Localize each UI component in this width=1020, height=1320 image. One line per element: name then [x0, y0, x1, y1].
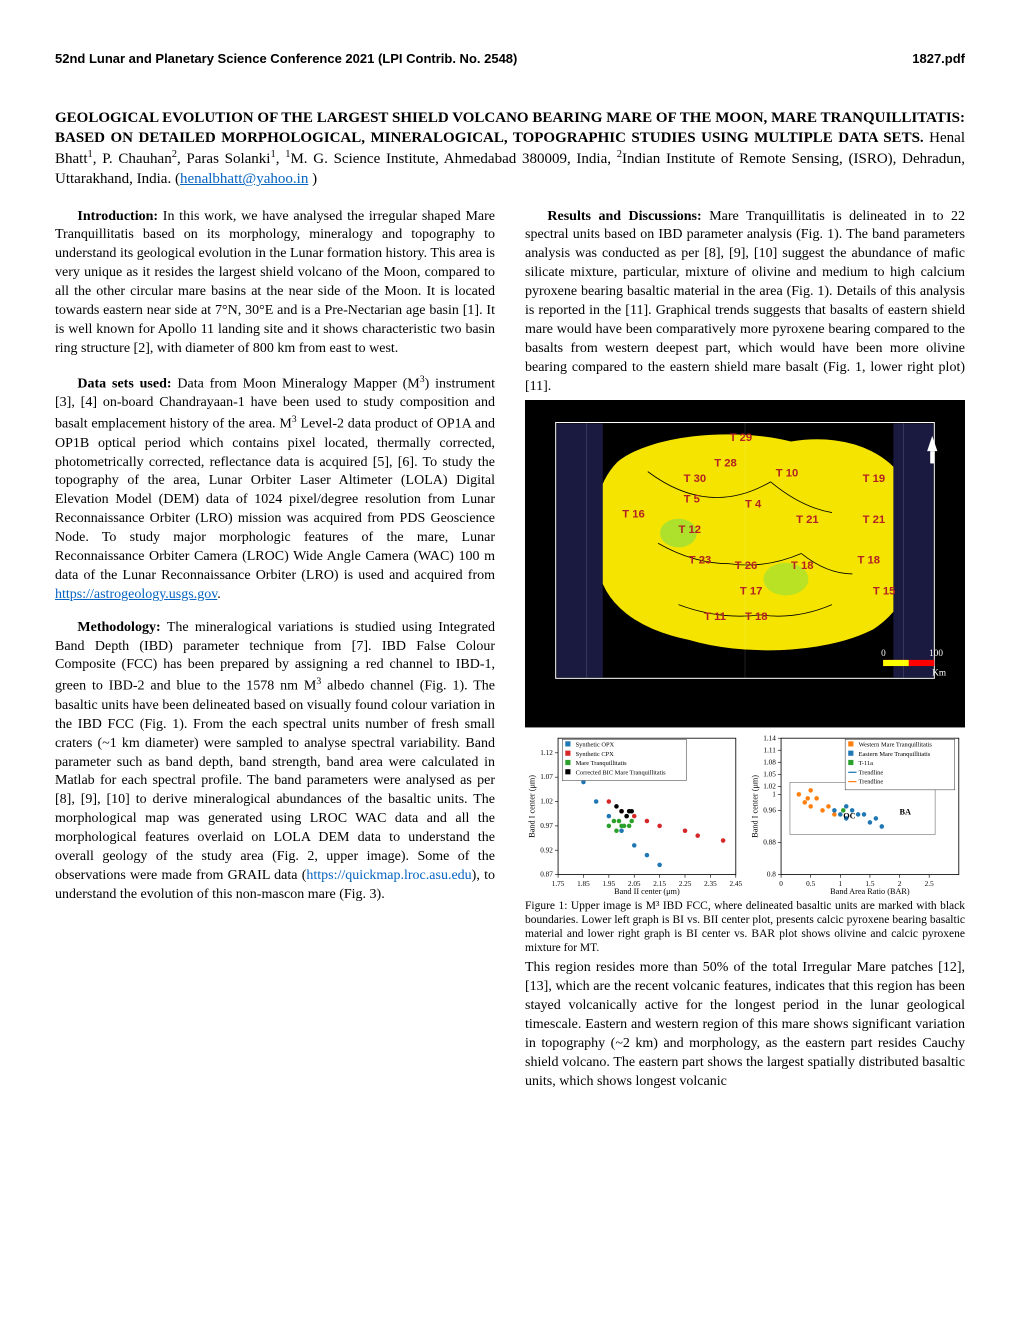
svg-text:Synthetic OPX: Synthetic OPX: [576, 741, 615, 748]
svg-text:1.02: 1.02: [763, 782, 776, 790]
intro-heading: Introduction:: [77, 209, 162, 224]
svg-text:0.8: 0.8: [767, 871, 776, 879]
svg-text:1.07: 1.07: [540, 773, 553, 781]
fig1-caption: Figure 1: Upper image is M³ IBD FCC, whe…: [525, 900, 965, 955]
svg-text:T 12: T 12: [678, 524, 701, 536]
data-heading: Data sets used:: [77, 376, 177, 391]
svg-text:0.5: 0.5: [806, 880, 815, 888]
svg-text:T 17: T 17: [740, 586, 763, 598]
svg-text:T 5: T 5: [684, 494, 700, 506]
svg-text:1.05: 1.05: [763, 770, 776, 778]
svg-text:1.11: 1.11: [764, 746, 777, 754]
svg-text:1.14: 1.14: [763, 734, 776, 742]
svg-text:Corrected BIC Mare Tranquillit: Corrected BIC Mare Tranquillitatis: [576, 769, 667, 776]
svg-text:20°0'0"E: 20°0'0"E: [568, 409, 605, 419]
svg-text:T 21: T 21: [863, 514, 886, 526]
svg-text:100: 100: [929, 648, 943, 658]
svg-text:0.92: 0.92: [540, 846, 553, 854]
svg-text:Trendline: Trendline: [859, 769, 884, 776]
svg-text:2.5: 2.5: [925, 880, 934, 888]
svg-text:10°0'0"N: 10°0'0"N: [531, 493, 541, 531]
astrogeology-link[interactable]: https://astrogeology.usgs.gov: [55, 587, 217, 602]
paper-title: GEOLOGICAL EVOLUTION OF THE LARGEST SHIE…: [55, 110, 965, 146]
svg-text:40°0'0"E: 40°0'0"E: [885, 684, 922, 694]
grail-link[interactable]: https://quickmap.lroc.asu.edu: [306, 868, 471, 883]
svg-text:T 16: T 16: [622, 509, 645, 521]
svg-text:T 4: T 4: [745, 499, 762, 511]
svg-text:Band Area Ratio (BAR): Band Area Ratio (BAR): [830, 887, 910, 896]
svg-text:Km: Km: [932, 668, 946, 678]
svg-text:T 18: T 18: [745, 611, 768, 623]
svg-text:1: 1: [772, 790, 776, 798]
figure-1: T 29 T 28 T 30 T 10 T 19 T 5 T 4 T 16 T 21 T 21 T …: [525, 400, 965, 955]
svg-text:20°0'0"E: 20°0'0"E: [568, 684, 605, 694]
svg-text:1.12: 1.12: [540, 749, 553, 757]
svg-text:1.08: 1.08: [763, 758, 776, 766]
svg-text:Band I center (μm): Band I center (μm): [527, 775, 536, 838]
results-heading: Results and Discussions:: [547, 209, 709, 224]
right-column: Results and Discussions: Mare Tranquilli…: [525, 208, 965, 1092]
svg-text:2.35: 2.35: [704, 880, 717, 888]
fig1-map: T 29 T 28 T 30 T 10 T 19 T 5 T 4 T 16 T 21 T 21 T …: [525, 400, 965, 727]
conference-header-right: 1827.pdf: [912, 50, 965, 68]
fig1-plot-left: 1.751.851.952.052.152.252.352.450.870.92…: [525, 732, 742, 897]
svg-text:Synthetic CPX: Synthetic CPX: [576, 751, 615, 758]
svg-text:Band II center (μm): Band II center (μm): [614, 887, 680, 896]
svg-text:2.45: 2.45: [729, 880, 742, 888]
svg-text:T 30: T 30: [684, 473, 707, 485]
svg-text:T 19: T 19: [863, 473, 886, 485]
svg-text:Western Mare Tranquillitatis: Western Mare Tranquillitatis: [859, 741, 933, 748]
email-link[interactable]: henalbhatt@yahoo.in: [180, 171, 308, 187]
svg-text:0: 0: [881, 648, 886, 658]
svg-text:T 29: T 29: [730, 432, 753, 444]
svg-text:30°0'0"E: 30°0'0"E: [727, 409, 764, 419]
svg-text:0.97: 0.97: [540, 822, 553, 830]
title-block: GEOLOGICAL EVOLUTION OF THE LARGEST SHIE…: [55, 108, 965, 190]
svg-text:40°0'0"E: 40°0'0"E: [885, 409, 922, 419]
fig1-plot-right: 00.511.522.50.80.880.9611.021.051.081.11…: [748, 732, 965, 897]
svg-text:30°0'0"E: 30°0'0"E: [727, 684, 764, 694]
svg-text:T 18: T 18: [791, 560, 814, 572]
conference-header-left: 52nd Lunar and Planetary Science Confere…: [55, 50, 517, 68]
left-column: Introduction: In this work, we have anal…: [55, 208, 495, 1092]
intro-paragraph: Introduction: In this work, we have anal…: [55, 208, 495, 359]
svg-text:Band I center (μm): Band I center (μm): [750, 775, 759, 838]
svg-text:T 21: T 21: [796, 514, 819, 526]
results-paragraph: Results and Discussions: Mare Tranquilli…: [525, 208, 965, 397]
meth-heading: Methodology:: [77, 620, 166, 635]
svg-text:0.96: 0.96: [763, 806, 776, 814]
svg-text:T 23: T 23: [689, 555, 712, 567]
svg-text:1.85: 1.85: [577, 880, 590, 888]
svg-text:0°0'0": 0°0'0": [947, 602, 957, 628]
svg-text:T 10: T 10: [776, 468, 799, 480]
svg-text:1.02: 1.02: [540, 797, 553, 805]
svg-text:0: 0: [779, 880, 783, 888]
svg-text:Eastern Mare Tranquillitatis: Eastern Mare Tranquillitatis: [859, 751, 931, 758]
svg-text:BA: BA: [900, 807, 912, 816]
svg-text:T 26: T 26: [735, 560, 758, 572]
svg-text:0.87: 0.87: [540, 871, 553, 879]
svg-text:T 28: T 28: [714, 458, 737, 470]
svg-text:T 15: T 15: [873, 586, 896, 598]
svg-text:T 11: T 11: [704, 611, 726, 623]
svg-text:Trendline: Trendline: [859, 779, 884, 786]
svg-text:Mare Tranquillitatis: Mare Tranquillitatis: [576, 760, 627, 767]
svg-text:0.88: 0.88: [763, 838, 776, 846]
methodology-paragraph: Methodology: The mineralogical variation…: [55, 619, 495, 905]
svg-text:T 18: T 18: [858, 555, 881, 567]
svg-text:OC: OC: [843, 811, 855, 820]
svg-text:T-11a: T-11a: [859, 760, 874, 767]
svg-text:1.75: 1.75: [552, 880, 565, 888]
svg-text:2.25: 2.25: [679, 880, 692, 888]
after-figure-paragraph: This region resides more than 50% of the…: [525, 959, 965, 1091]
datasets-paragraph: Data sets used: Data from Moon Mineralog…: [55, 373, 495, 605]
